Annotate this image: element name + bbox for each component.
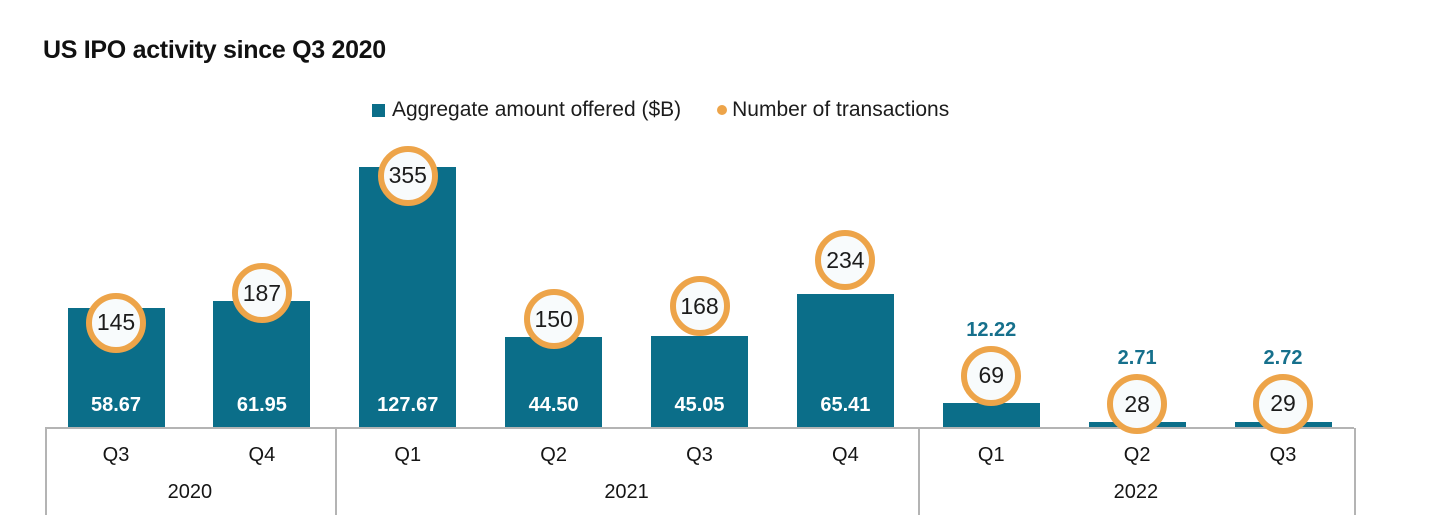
- bar-q4-2021: 65.41: [796, 294, 894, 428]
- transactions-marker-q2-2021: 150: [523, 289, 584, 349]
- quarter-label-q3-2022: Q3: [1269, 444, 1297, 466]
- quarter-label-q3-2021: Q3: [686, 444, 713, 466]
- axis-separator-line: [45, 428, 47, 515]
- bar-value-label: 61.95: [236, 393, 287, 416]
- bar-value-label: 12.22: [966, 318, 1017, 341]
- quarter-label-q3-2020: Q3: [102, 444, 130, 466]
- axis-separator-line: [1353, 428, 1356, 515]
- bar-q3-2021: 45.05: [651, 335, 748, 428]
- axis-separator-line: [918, 428, 921, 515]
- bar-q2-2021: 44.50: [505, 337, 603, 428]
- bar-value-label: 45.05: [674, 393, 725, 416]
- quarter-label-q1-2022: Q1: [977, 444, 1005, 466]
- legend-label-amount: Aggregate amount offered ($B): [392, 98, 682, 121]
- transactions-marker-q3-2020: 145: [86, 292, 146, 353]
- transactions-marker-q1-2021: 355: [377, 145, 438, 206]
- bar-value-label: 127.67: [377, 393, 439, 416]
- chart-legend: Aggregate amount offered ($B) Number of …: [372, 98, 949, 122]
- transactions-marker-q4-2020: 187: [231, 263, 292, 324]
- legend-item-transactions: Number of transactions: [717, 98, 949, 122]
- bar-q1-2022: [942, 403, 1040, 428]
- bar-value-label: 65.41: [820, 393, 871, 416]
- bar-value-label: 2.71: [1117, 347, 1157, 370]
- transactions-marker-q2-2022: 28: [1107, 374, 1168, 435]
- bar-q1-2021: 127.67: [359, 167, 457, 428]
- transactions-marker-q3-2021: 168: [669, 276, 730, 337]
- bar-value-label: 58.67: [90, 393, 142, 416]
- quarter-label-q4-2020: Q4: [248, 444, 276, 466]
- axis-separator-line: [334, 428, 337, 515]
- year-label-2022: 2022: [1113, 481, 1159, 503]
- bar-value-label: 44.50: [528, 393, 579, 416]
- year-label-2021: 2021: [604, 481, 649, 503]
- quarter-label-q2-2021: Q2: [540, 444, 567, 466]
- chart-title: US IPO activity since Q3 2020: [43, 36, 386, 64]
- point-series-swatch-icon: [717, 105, 728, 115]
- transactions-marker-q4-2021: 234: [815, 230, 876, 291]
- transactions-marker-q3-2022: 29: [1253, 373, 1313, 434]
- legend-label-transactions: Number of transactions: [732, 98, 950, 121]
- bar-series-swatch-icon: [372, 103, 385, 117]
- bar-value-label: 2.72: [1263, 346, 1303, 369]
- quarter-label-q1-2021: Q1: [394, 444, 422, 466]
- quarter-label-q4-2021: Q4: [832, 444, 859, 466]
- quarter-label-q2-2022: Q2: [1123, 444, 1151, 466]
- year-label-2020: 2020: [167, 481, 213, 503]
- transactions-marker-q1-2022: 69: [961, 345, 1022, 406]
- legend-item-amount: Aggregate amount offered ($B): [372, 98, 681, 122]
- x-axis-line: [45, 427, 1354, 429]
